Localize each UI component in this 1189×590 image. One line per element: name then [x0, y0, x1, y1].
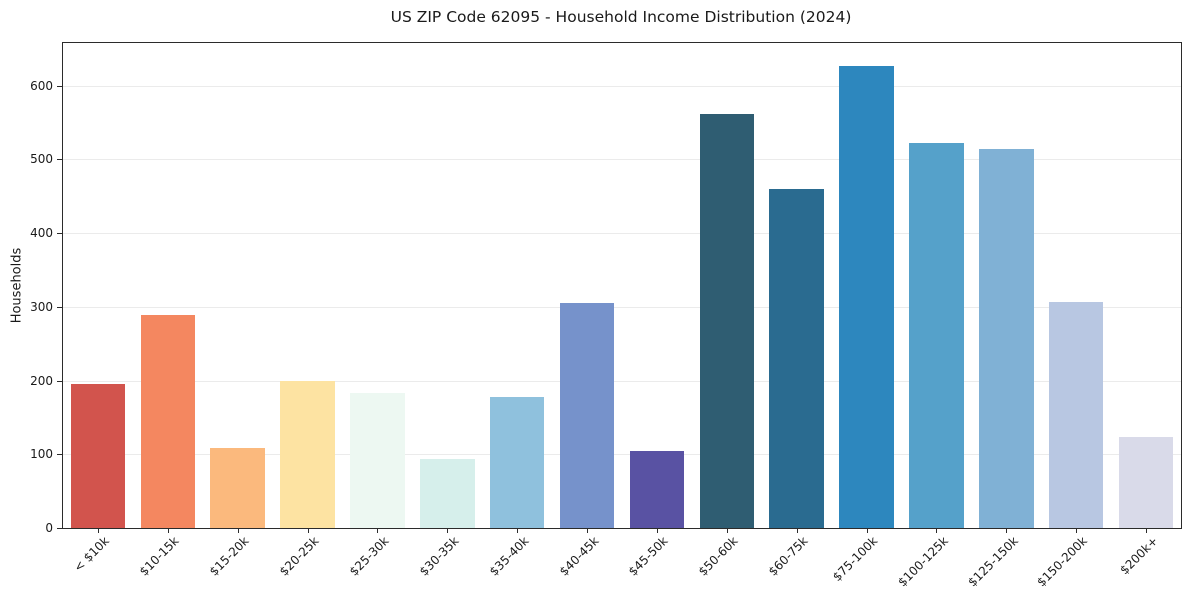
bar-45-50k: [629, 451, 685, 528]
x-tick-label: < $10k: [71, 533, 113, 575]
y-tick-mark: [57, 85, 63, 87]
x-tick-mark: [936, 528, 938, 533]
y-tick-mark: [57, 528, 63, 529]
bar-35-40k: [489, 396, 545, 528]
gridline: [63, 85, 1181, 87]
x-tick-mark: [97, 528, 99, 533]
x-tick-label: $15-20k: [206, 533, 252, 579]
x-tick-mark: [587, 528, 589, 533]
y-tick-label: 100: [30, 447, 53, 462]
x-tick-mark: [866, 528, 868, 533]
y-tick-label: 300: [30, 299, 53, 314]
x-tick-mark: [237, 528, 239, 533]
x-tick-mark: [796, 528, 798, 533]
x-tick-label: $30-35k: [416, 533, 462, 579]
bar-60-75k: [769, 188, 824, 528]
bar-200k: [1118, 436, 1174, 528]
x-tick-mark: [1006, 528, 1008, 533]
bar-15-20k: [210, 448, 265, 528]
x-tick-label: $25-30k: [346, 533, 392, 579]
y-tick-label: 400: [30, 226, 53, 241]
x-tick-label: $200k+: [1116, 533, 1161, 578]
gridline: [63, 454, 1181, 456]
y-tick-mark: [57, 233, 63, 235]
x-tick-mark: [307, 528, 309, 533]
chart-title: US ZIP Code 62095 - Household Income Dis…: [390, 8, 852, 26]
y-axis-label: Households: [9, 247, 25, 324]
x-tick-label: $50-60k: [696, 533, 741, 579]
y-tick-mark: [57, 159, 63, 161]
x-tick-label: $125-150k: [964, 533, 1021, 590]
x-tick-label: $150-200k: [1034, 533, 1091, 590]
x-tick-mark: [656, 528, 658, 533]
bar-150-200k: [1048, 302, 1104, 528]
x-tick-mark: [377, 528, 379, 533]
x-tick-mark: [447, 528, 449, 533]
x-tick-label: $60-75k: [765, 533, 811, 579]
x-tick-mark: [167, 528, 169, 533]
bar-100-125k: [909, 143, 964, 528]
y-tick-label: 600: [30, 78, 53, 93]
y-tick-mark: [57, 306, 63, 308]
bar-125-150k: [979, 149, 1034, 528]
gridline: [63, 380, 1181, 382]
y-tick-label: 500: [30, 152, 53, 167]
x-tick-label: $10-15k: [137, 533, 182, 579]
x-tick-mark: [1076, 528, 1078, 533]
plot-area: 0 100 200 300 400 500 600 < $10k $10-15k $15-20k $…: [30, 42, 1182, 589]
x-tick-label: $20-25k: [276, 533, 322, 579]
bar-10-15k: [140, 314, 196, 528]
y-tick-label: 200: [30, 373, 53, 388]
bar-75-100k: [839, 65, 894, 528]
x-tick-mark: [726, 528, 728, 533]
x-tick-mark: [517, 528, 519, 533]
gridline: [63, 159, 1181, 161]
bar-25-30k: [350, 393, 405, 528]
x-tick-label: $35-40k: [486, 533, 532, 579]
bar-10k: [70, 384, 126, 528]
y-tick-mark: [57, 454, 63, 456]
x-tick-label: $40-45k: [556, 533, 602, 579]
bar-30-35k: [420, 459, 475, 528]
x-tick-mark: [1146, 528, 1148, 533]
y-tick-mark: [57, 380, 63, 382]
x-tick-label: $45-50k: [626, 533, 672, 579]
gridline: [63, 233, 1181, 235]
y-tick-label: 0: [45, 521, 53, 535]
bar-40-45k: [559, 303, 615, 528]
bar-50-60k: [699, 113, 755, 528]
x-tick-label: $100-125k: [894, 533, 951, 590]
gridline: [63, 306, 1181, 308]
bar-20-25k: [280, 380, 335, 528]
x-tick-label: $75-100k: [830, 533, 881, 585]
